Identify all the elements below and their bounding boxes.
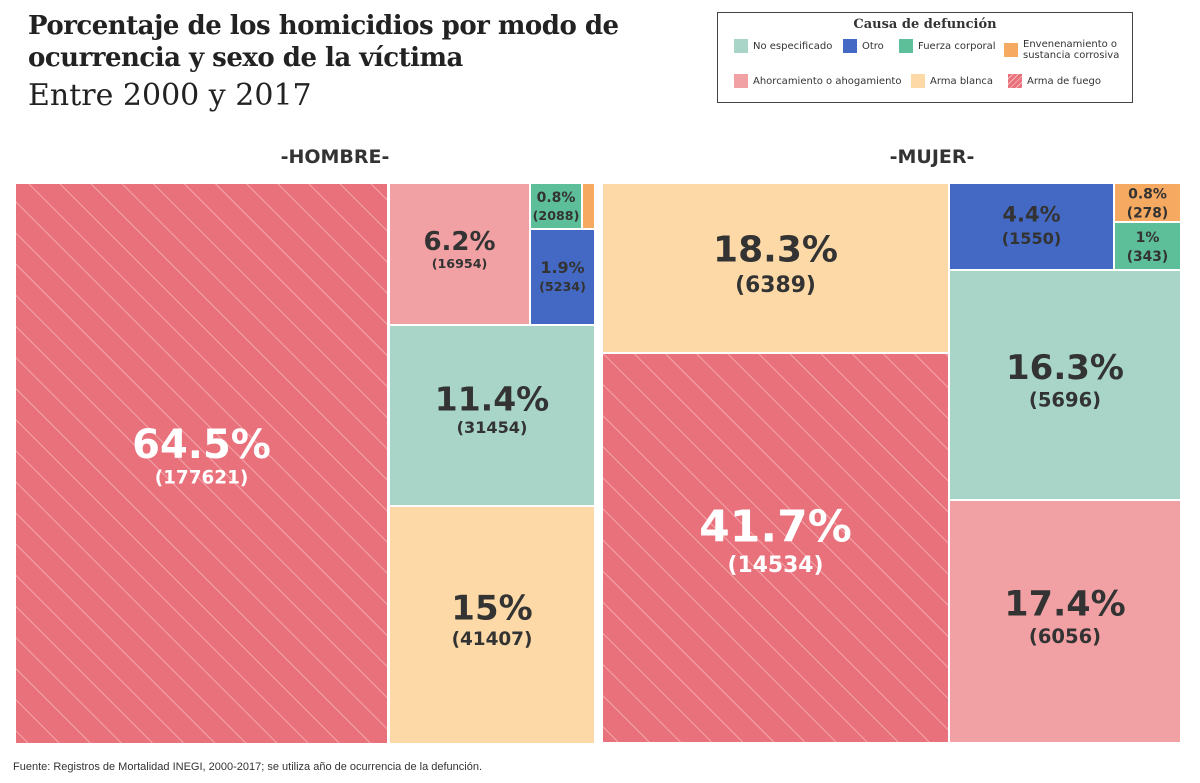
- legend-item: Fuerza corporal: [899, 39, 996, 53]
- cell-count-label: (5234): [539, 279, 586, 294]
- treemap-hombre: 64.5%(177621)15%(41407)11.4%(31454)6.2%(…: [14, 182, 596, 745]
- treemap-cell: [1113, 221, 1182, 271]
- cell-percent-label: 64.5%: [132, 422, 271, 468]
- treemap-cell: [529, 228, 596, 326]
- cell-count-label: (6056): [1029, 625, 1101, 648]
- cell-percent-label: 17.4%: [1004, 585, 1125, 625]
- cell-count-label: (16954): [432, 256, 488, 271]
- cell-percent-label: 15%: [451, 588, 532, 628]
- cell-percent-label: 6.2%: [423, 227, 495, 257]
- legend-item: No especificado: [734, 39, 832, 53]
- legend-swatch: [734, 74, 748, 88]
- treemap-cell: [388, 324, 596, 507]
- legend-title: Causa de defunción: [853, 17, 997, 32]
- legend-swatch: [911, 74, 925, 88]
- cell-count-label: (41407): [452, 629, 533, 650]
- cell-percent-label: 1.9%: [540, 258, 584, 277]
- legend-label: Envenenamiento o sustancia corrosiva: [1023, 39, 1120, 61]
- legend-label: Arma blanca: [930, 75, 994, 87]
- legend-swatch: [734, 39, 748, 53]
- legend-label: Arma de fuego: [1027, 75, 1101, 87]
- treemap-cell: [529, 182, 583, 230]
- cell-count-label: (6389): [735, 273, 816, 298]
- cell-count-label: (5696): [1029, 388, 1101, 411]
- legend-item: Otro: [843, 39, 884, 53]
- legend-item: Arma blanca: [911, 74, 993, 88]
- treemap-cell: [601, 352, 950, 744]
- cell-percent-label: 41.7%: [699, 501, 852, 552]
- legend-label: Ahorcamiento o ahogamiento: [753, 75, 902, 87]
- panel-label-mujer: -MUJER-: [889, 146, 975, 168]
- treemap-mujer: 41.7%(14534)18.3%(6389)17.4%(6056)16.3%(…: [601, 182, 1182, 744]
- cell-count-label: (14534): [728, 553, 824, 578]
- legend-item: Arma de fuego: [1008, 74, 1101, 88]
- treemap-cell: [948, 182, 1115, 271]
- cell-percent-label: 4.4%: [1002, 203, 1060, 227]
- treemap-cell: [948, 269, 1182, 501]
- treemap-cell: [1113, 182, 1182, 223]
- cell-count-label: (31454): [457, 418, 528, 437]
- legend-item: Envenenamiento o sustancia corrosiva: [1004, 39, 1128, 61]
- legend-item: Ahorcamiento o ahogamiento: [734, 74, 901, 88]
- chart-title: Porcentaje de los homicidios por modo de…: [28, 11, 619, 73]
- cell-percent-label: 1%: [1136, 230, 1160, 246]
- legend-swatch: [843, 39, 857, 53]
- cell-count-label: (2088): [533, 208, 580, 223]
- legend-swatch: [1008, 74, 1022, 88]
- treemap-cell: [581, 182, 596, 230]
- chart-subtitle: Entre 2000 y 2017: [28, 78, 312, 113]
- panel-label-hombre: -HOMBRE-: [280, 146, 390, 168]
- treemap-cell: [14, 182, 389, 745]
- cell-count-label: (343): [1127, 249, 1168, 265]
- cell-percent-label: 0.8%: [537, 190, 576, 206]
- treemap-cell: [388, 182, 531, 326]
- legend-label: Fuerza corporal: [918, 40, 996, 52]
- legend-label: Otro: [862, 40, 884, 52]
- treemap-cell: [601, 182, 950, 354]
- legend: Causa de defunción No especificado Otro Fu…: [717, 12, 1133, 103]
- cell-percent-label: 18.3%: [713, 229, 838, 270]
- cell-percent-label: 11.4%: [435, 380, 550, 419]
- cell-count-label: (1550): [1002, 229, 1062, 248]
- cell-percent-label: 0.8%: [1128, 186, 1167, 202]
- cell-count-label: (177621): [155, 468, 249, 489]
- cell-percent-label: 16.3%: [1006, 348, 1124, 388]
- cell-count-label: (278): [1127, 206, 1168, 222]
- legend-swatch: [1004, 43, 1018, 57]
- source-note: Fuente: Registros de Mortalidad INEGI, 2…: [13, 761, 482, 773]
- legend-label: No especificado: [753, 40, 833, 52]
- legend-swatch: [899, 39, 913, 53]
